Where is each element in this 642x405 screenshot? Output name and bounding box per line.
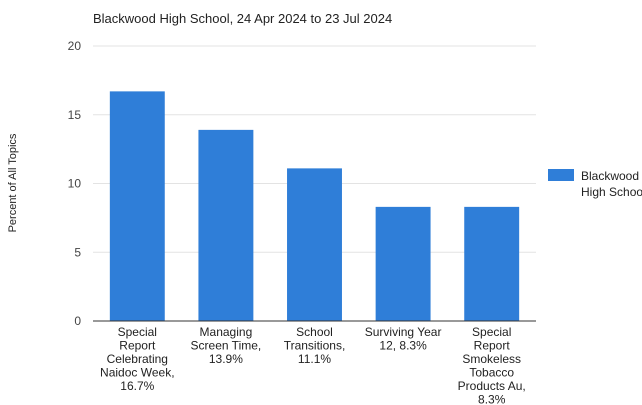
bar xyxy=(375,206,431,321)
x-tick-label-line: Report xyxy=(119,339,156,353)
x-tick-label-line: Celebrating xyxy=(107,352,168,366)
x-tick-label-line: 12, 8.3% xyxy=(379,339,427,353)
x-tick-label-line: Smokeless xyxy=(462,352,521,366)
x-tick-label: Special Report Celebrating Naidoc Week, 16.7… xyxy=(100,325,174,393)
x-tick-label-line: Naidoc Week, xyxy=(100,366,174,380)
x-tick-label-line: Transitions, xyxy=(284,339,346,353)
x-tick-label-line: Report xyxy=(474,339,511,353)
x-axis-labels: Special Report Celebrating Naidoc Week, 16.7… xyxy=(100,325,526,405)
bar xyxy=(198,129,254,321)
x-tick-label: Managing Screen Time, 13.9% xyxy=(191,325,262,366)
bars xyxy=(109,91,520,321)
x-tick-label-line: Products Au, xyxy=(458,379,526,393)
x-tick-label-line: Special xyxy=(472,325,511,339)
x-tick-label-line: Surviving Year xyxy=(365,325,442,339)
y-tick-label: 10 xyxy=(68,177,82,191)
bar xyxy=(464,206,520,321)
y-axis-label: Percent of All Topics xyxy=(7,133,19,232)
legend-label-line: High School xyxy=(581,185,642,199)
x-tick-label-line: 11.1% xyxy=(298,352,331,366)
legend-swatch xyxy=(548,169,574,181)
y-tick-label: 15 xyxy=(68,108,82,122)
x-tick-label-line: 16.7% xyxy=(120,379,154,393)
svg-text:Blackwood High School: Blackwood High School xyxy=(581,169,642,199)
bar xyxy=(109,91,165,321)
x-tick-label-line: Managing xyxy=(200,325,253,339)
bar xyxy=(287,168,342,321)
legend-label-line: Blackwood xyxy=(581,169,639,183)
y-tick-label: 0 xyxy=(74,314,81,328)
y-axis-ticks: 0 5 10 15 20 xyxy=(68,39,82,328)
chart-title: Blackwood High School, 24 Apr 2024 to 23… xyxy=(93,11,392,26)
x-tick-label-line: 8.3% xyxy=(478,393,506,405)
x-tick-label-line: Tobacco xyxy=(469,366,514,380)
legend: Blackwood High School xyxy=(548,169,642,199)
x-tick-label-line: Special xyxy=(118,325,157,339)
x-tick-label: Special Report Smokeless Tobacco Products Au… xyxy=(458,325,526,405)
x-tick-label-line: Screen Time, xyxy=(191,339,262,353)
y-tick-label: 5 xyxy=(74,245,81,259)
x-tick-label: School Transitions, 11.1% xyxy=(284,325,346,366)
x-tick-label: Surviving Year 12, 8.3% xyxy=(365,325,442,353)
x-tick-label-line: School xyxy=(296,325,333,339)
x-tick-label-line: 13.9% xyxy=(209,352,243,366)
y-tick-label: 20 xyxy=(68,39,82,53)
